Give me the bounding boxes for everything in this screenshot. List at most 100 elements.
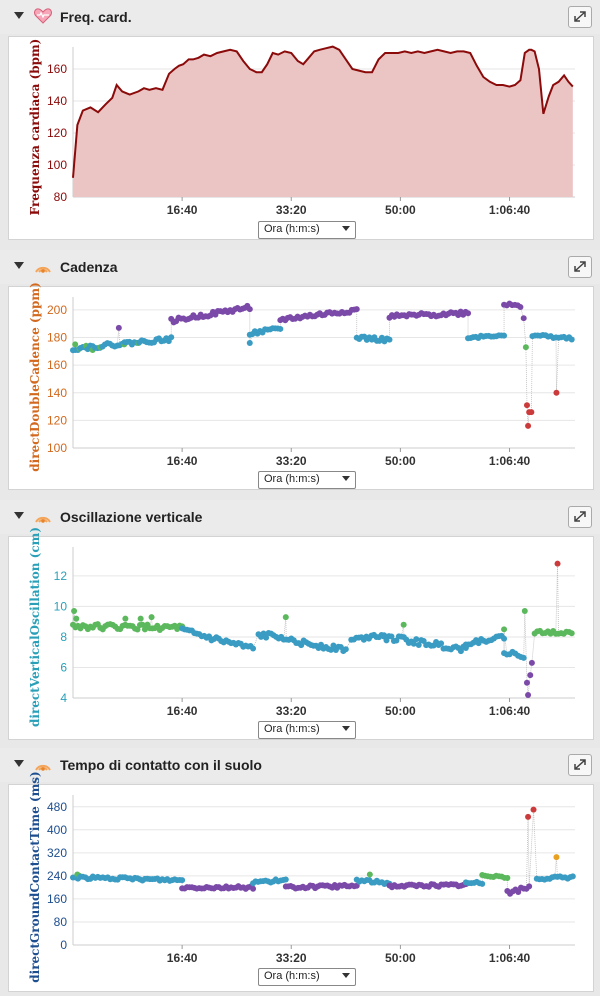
y-tick-label: 12 <box>54 569 68 583</box>
chart-body: 0 80 160 240 320 400 480 16:40 33:20 50:00 1:06:40… <box>8 771 594 992</box>
data-point <box>400 621 407 628</box>
y-axis-label: directVerticalOscillation (cm) <box>28 527 42 727</box>
expand-button[interactable] <box>568 256 592 278</box>
x-tick-label: 1:06:40 <box>489 203 531 217</box>
x-tick-label: 16:40 <box>167 951 198 965</box>
data-point <box>72 341 79 348</box>
x-tick-label: 33:20 <box>276 704 307 718</box>
data-point <box>520 315 527 322</box>
y-axis-label: directDoubleCadence (ppm) <box>28 282 42 472</box>
x-tick-label: 16:40 <box>167 203 198 217</box>
panel-title: Tempo di contatto con il suolo <box>60 757 262 773</box>
y-tick-label: 480 <box>47 800 67 814</box>
data-point <box>388 633 395 640</box>
x-axis-select-label: Ora (h:m:s) <box>264 723 320 735</box>
vertical-oscillation-chart: 4 6 8 10 12 16:40 33:20 50:00 1:06:40 <box>54 547 575 718</box>
data-point <box>553 854 560 861</box>
data-point <box>353 306 360 313</box>
data-point <box>465 310 472 317</box>
chevron-down-icon <box>342 973 350 978</box>
x-tick-label: 1:06:40 <box>489 454 531 468</box>
chevron-down-icon <box>342 226 350 231</box>
x-tick-label: 50:00 <box>385 203 416 217</box>
data-point <box>479 880 486 887</box>
heart-rate-area <box>73 46 573 197</box>
data-point <box>521 608 528 614</box>
expand-icon <box>574 759 586 770</box>
x-tick-label: 33:20 <box>276 203 307 217</box>
collapse-toggle[interactable] <box>14 760 24 767</box>
y-tick-label: 160 <box>47 358 67 372</box>
x-tick-label: 50:00 <box>385 454 416 468</box>
data-point <box>528 409 535 416</box>
panel-title: Oscillazione verticale <box>60 509 203 525</box>
y-tick-label: 80 <box>54 190 68 204</box>
chevron-down-icon <box>342 476 350 481</box>
collapse-toggle[interactable] <box>14 262 24 269</box>
x-tick-label: 50:00 <box>385 951 416 965</box>
expand-button[interactable] <box>568 754 592 776</box>
y-tick-label: 120 <box>47 126 67 140</box>
y-tick-label: 140 <box>47 386 67 400</box>
collapse-toggle[interactable] <box>14 512 24 519</box>
x-axis-select-label: Ora (h:m:s) <box>264 970 320 982</box>
panel-cadence: Cadenza 100 120 140 160 180 200 16:40 33:20 50:0… <box>0 250 600 498</box>
data-point <box>457 648 464 655</box>
x-tick-label: 33:20 <box>276 951 307 965</box>
data-point <box>115 324 122 331</box>
x-axis-select[interactable]: Ora (h:m:s) <box>258 221 356 239</box>
data-point <box>366 871 373 878</box>
data-point <box>168 334 175 341</box>
y-tick-label: 4 <box>60 691 67 705</box>
data-point <box>342 646 349 653</box>
data-point <box>554 560 561 567</box>
heart-rate-line <box>72 45 574 178</box>
data-point <box>330 642 337 649</box>
data-point <box>527 672 534 679</box>
data-point <box>71 608 78 614</box>
data-point <box>501 635 508 642</box>
expand-button[interactable] <box>568 506 592 528</box>
x-axis-select-label: Ora (h:m:s) <box>264 473 320 485</box>
data-point <box>148 614 155 621</box>
data-point <box>415 641 422 648</box>
chevron-down-icon <box>342 726 350 731</box>
running-icon <box>35 516 51 523</box>
data-point <box>246 306 253 313</box>
data-point <box>282 876 289 883</box>
panel-header: Cadenza <box>0 250 600 284</box>
data-point <box>525 691 532 698</box>
x-axis-select[interactable]: Ora (h:m:s) <box>258 721 356 739</box>
panel-vertical-oscillation: Oscillazione verticale 4 6 8 10 12 16:40 33:20… <box>0 500 600 748</box>
y-tick-label: 140 <box>47 94 67 108</box>
expand-button[interactable] <box>568 6 592 28</box>
data-point <box>568 336 575 343</box>
collapse-toggle[interactable] <box>14 12 24 19</box>
data-point <box>413 636 420 643</box>
data-point <box>139 621 146 628</box>
data-point <box>501 626 508 633</box>
y-tick-label: 160 <box>47 892 67 906</box>
data-point <box>569 873 576 880</box>
data-point <box>523 679 530 686</box>
panel-header: Freq. card. <box>0 0 600 34</box>
x-axis-select[interactable]: Ora (h:m:s) <box>258 471 356 489</box>
x-tick-label: 1:06:40 <box>489 951 531 965</box>
data-point <box>410 640 417 647</box>
heart-rate-chart: 80 100 120 140 160 16:40 33:20 50:00 1:06:40 <box>47 45 575 217</box>
y-tick-label: 0 <box>60 938 67 952</box>
y-tick-label: 100 <box>47 441 67 455</box>
data-point <box>501 332 508 339</box>
panel-ground-contact-time: Tempo di contatto con il suolo 0 80 160 240… <box>0 748 600 996</box>
data-point <box>525 422 532 429</box>
x-axis-select[interactable]: Ora (h:m:s) <box>258 968 356 986</box>
x-axis-select-label: Ora (h:m:s) <box>264 223 320 235</box>
y-tick-label: 120 <box>47 413 67 427</box>
data-point <box>250 645 257 652</box>
x-tick-label: 16:40 <box>167 454 198 468</box>
running-icon <box>35 764 51 771</box>
y-tick-label: 240 <box>47 869 67 883</box>
y-tick-label: 10 <box>54 599 68 613</box>
panel-title: Freq. card. <box>60 9 132 25</box>
y-tick-label: 100 <box>47 158 67 172</box>
